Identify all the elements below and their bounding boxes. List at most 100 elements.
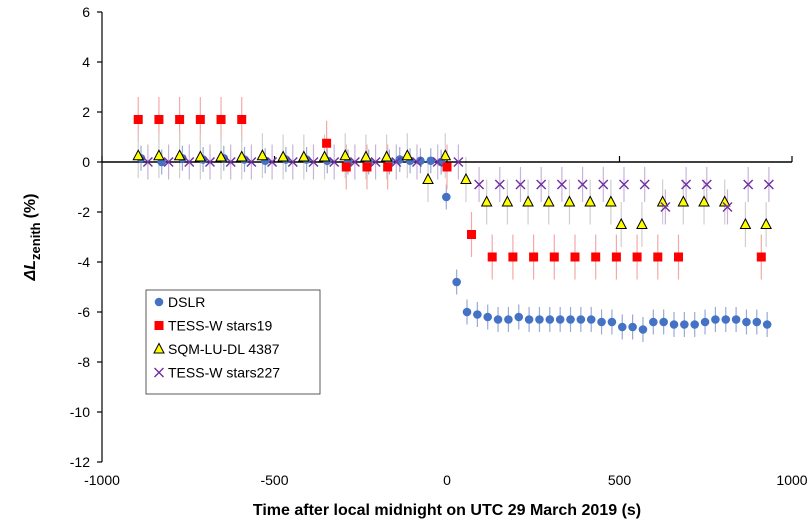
data-point-series-4 <box>411 157 422 167</box>
data-point-series-1 <box>586 315 596 324</box>
data-point-series-1 <box>504 315 513 324</box>
data-point-series-3 <box>698 195 710 207</box>
y-tick-label: -8 <box>78 354 91 370</box>
data-point-series-2 <box>341 162 351 172</box>
data-point-series-1 <box>669 320 679 329</box>
data-point-series-2 <box>508 252 518 262</box>
data-point-series-4 <box>577 179 588 190</box>
data-point-series-2 <box>570 252 580 262</box>
data-point-series-2 <box>133 115 143 124</box>
data-point-series-1 <box>524 315 534 324</box>
data-point-series-3 <box>318 150 331 162</box>
data-point-series-3 <box>215 150 227 162</box>
data-point-series-3 <box>563 195 576 207</box>
data-point-series-4 <box>329 157 340 167</box>
x-tick-label: -500 <box>260 472 288 488</box>
data-point-series-2 <box>383 162 393 172</box>
y-tick-label: -12 <box>70 454 90 470</box>
data-point-series-4 <box>556 179 567 190</box>
data-point-series-4 <box>743 179 754 190</box>
data-point-series-2 <box>653 252 663 262</box>
legend-label-1: DSLR <box>168 294 205 310</box>
data-point-series-2 <box>756 252 766 262</box>
data-point-series-4 <box>763 179 774 190</box>
data-point-series-3 <box>501 195 514 207</box>
data-point-series-1 <box>426 156 436 166</box>
data-point-series-4 <box>660 202 671 212</box>
data-point-series-3 <box>522 195 534 207</box>
data-point-series-4 <box>287 157 298 167</box>
data-point-series-2 <box>322 138 332 148</box>
data-point-series-3 <box>256 149 269 161</box>
y-tick-label: -4 <box>78 254 91 270</box>
data-point-series-4 <box>267 157 278 167</box>
data-point-series-2 <box>175 115 185 124</box>
x-tick-label: 0 <box>443 472 451 488</box>
data-point-series-3 <box>615 217 628 229</box>
data-point-series-4 <box>681 179 692 190</box>
legend-label-2: TESS-W stars19 <box>168 318 272 334</box>
data-point-series-1 <box>742 317 751 327</box>
y-tick-label: -6 <box>78 304 91 320</box>
data-point-series-2 <box>154 115 164 124</box>
y-tick-label: 4 <box>82 54 90 70</box>
data-point-series-3 <box>677 195 690 207</box>
data-point-series-1 <box>700 317 710 327</box>
data-points <box>132 115 774 334</box>
data-point-series-3 <box>235 150 248 162</box>
legend-label-4: TESS-W stars227 <box>168 365 280 381</box>
data-point-series-3 <box>760 217 772 229</box>
data-point-series-1 <box>638 325 648 334</box>
data-point-series-4 <box>494 179 505 190</box>
data-point-series-3 <box>173 149 186 161</box>
x-tick-label: -1000 <box>84 472 120 488</box>
data-point-series-4 <box>474 179 485 190</box>
data-point-series-3 <box>277 150 289 162</box>
data-point-series-4 <box>246 157 257 167</box>
data-point-series-3 <box>153 149 165 161</box>
data-point-series-1 <box>597 317 606 327</box>
data-point-series-1 <box>617 322 627 332</box>
data-point-series-4 <box>701 179 712 190</box>
data-point-series-3 <box>656 195 669 207</box>
data-point-series-3 <box>605 195 617 207</box>
data-point-series-1 <box>442 192 451 202</box>
data-point-series-4 <box>432 157 443 167</box>
y-axis-title-sub: zenith <box>28 222 43 260</box>
data-point-series-2 <box>611 252 621 262</box>
data-point-series-1 <box>711 315 720 324</box>
data-point-series-4 <box>349 157 360 167</box>
y-axis-title: ΔLzenith (%) <box>22 194 43 282</box>
y-axis-title-unit: (%) <box>22 194 39 219</box>
data-point-series-3 <box>401 149 414 161</box>
data-point-series-1 <box>690 320 700 329</box>
data-point-series-1 <box>628 322 637 332</box>
data-point-series-1 <box>535 315 544 324</box>
data-point-series-1 <box>462 307 472 317</box>
y-tick-label: 2 <box>82 104 90 120</box>
data-point-series-1 <box>555 315 565 324</box>
data-point-series-1 <box>607 317 617 327</box>
legend-marker-4 <box>154 367 164 378</box>
data-point-series-1 <box>731 315 741 324</box>
data-point-series-3 <box>360 150 372 162</box>
data-point-series-3 <box>297 150 310 162</box>
data-point-series-2 <box>632 252 642 262</box>
data-point-series-2 <box>673 252 683 262</box>
data-point-series-1 <box>493 315 503 324</box>
data-point-series-4 <box>598 179 609 190</box>
data-point-series-3 <box>636 217 648 229</box>
data-point-series-1 <box>514 312 524 322</box>
legend-label-3: SQM-LU-DL 4387 <box>168 341 280 357</box>
y-tick-label: -2 <box>78 204 91 220</box>
x-tick-label: 500 <box>608 472 632 488</box>
data-point-series-1 <box>752 317 762 327</box>
y-tick-label: 6 <box>82 4 90 20</box>
y-axis-title-main: ΔL <box>22 260 39 282</box>
data-point-series-2 <box>529 252 539 262</box>
legend-marker-3 <box>153 342 165 354</box>
data-point-series-3 <box>480 195 493 207</box>
data-point-series-3 <box>132 149 145 161</box>
data-point-series-4 <box>225 157 236 167</box>
